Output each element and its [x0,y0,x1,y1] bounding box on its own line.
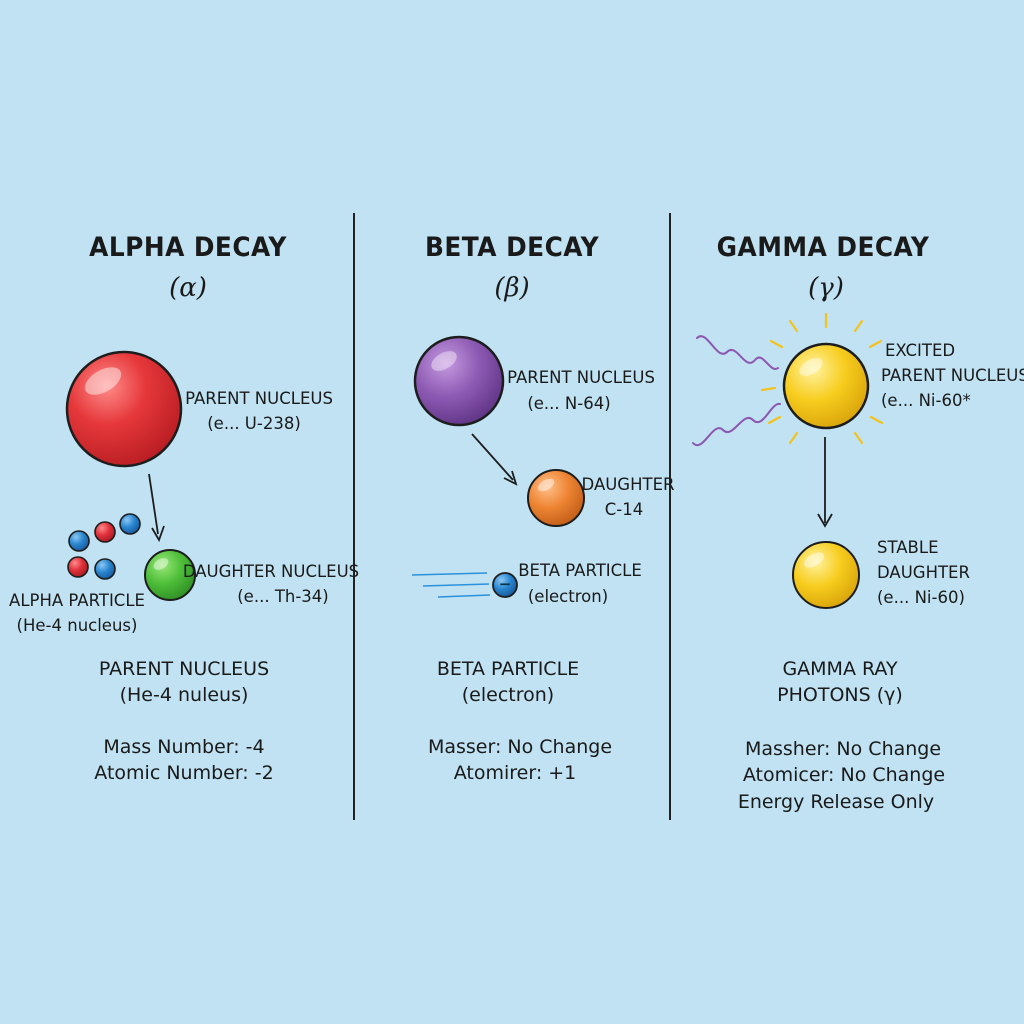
electron-motion-lines [411,572,491,598]
gamma-decay-arrow [817,437,833,528]
beta-title: BETA DECAY [424,232,600,263]
gamma-atomic-change: Atomicer: No Change [742,764,946,786]
beta-decay-arrow [471,433,518,486]
gamma-mass-change: Massher: No Change [744,738,942,760]
beta-daughter-label: DAUGHTER [581,475,675,494]
gamma-summary-head: GAMMA RAY [782,658,898,680]
alpha-particle-cluster [67,513,141,580]
gamma-ray-waves [692,335,781,447]
beta-daughter-nucleus [527,469,585,527]
alpha-daughter-example: (e... Th-34) [237,587,329,606]
alpha-parent-example: (e... U-238) [207,414,301,433]
gamma-summary-sub: PHOTONS (γ) [777,684,903,706]
gamma-stable-label-1: STABLE [877,538,939,557]
alpha-parent-nucleus [65,350,183,468]
gamma-stable-example: (e... Ni-60) [877,588,965,607]
alpha-particle-label: ALPHA PARTICLE [9,591,145,610]
alpha-daughter-label: DAUGHTER NUCLEUS [182,562,360,581]
alpha-mass-change: Mass Number: -4 [103,736,265,758]
glow-rays [760,312,884,445]
beta-mass-change: Masser: No Change [427,736,613,758]
alpha-daughter-nucleus [144,549,196,601]
gamma-energy-note: Energy Release Only [737,791,935,813]
beta-summary-head: BETA PARTICLE [436,658,580,680]
beta-atomic-change: Atomirer: +1 [453,762,577,784]
alpha-summary-sub: (He-4 nuleus) [119,684,249,706]
gamma-excited-example: (e... Ni-60* [881,391,971,410]
alpha-decay-arrow [148,473,165,543]
alpha-title: ALPHA DECAY [89,232,287,263]
alpha-parent-label: PARENT NUCLEUS [185,389,333,408]
beta-summary-sub: (electron) [461,684,555,706]
gamma-stable-nucleus [792,541,860,609]
beta-daughter-example: C-14 [604,500,644,519]
beta-electron [492,572,518,598]
electron-sign: − [498,575,512,593]
gamma-stable-label-2: DAUGHTER [877,563,970,582]
beta-parent-nucleus [413,335,505,427]
beta-particle-note: (electron) [527,587,609,606]
beta-parent-example: (e... N-64) [527,394,611,413]
alpha-symbol: (α) [169,273,207,303]
alpha-atomic-change: Atomic Number: -2 [94,762,274,784]
alpha-summary-head: PARENT NUCLEUS [98,658,270,680]
gamma-excited-nucleus [782,342,870,430]
alpha-particle-note: (He-4 nucleus) [16,616,138,635]
beta-parent-label: PARENT NUCLEUS [507,368,655,387]
beta-symbol: (β) [494,273,530,303]
gamma-title: GAMMA DECAY [716,232,930,263]
gamma-symbol: (γ) [808,273,844,303]
beta-particle-label: BETA PARTICLE [518,561,642,580]
gamma-excited-label-1: EXCITED [885,341,956,360]
gamma-excited-label-2: PARENT NUCLEUS [881,366,1024,385]
